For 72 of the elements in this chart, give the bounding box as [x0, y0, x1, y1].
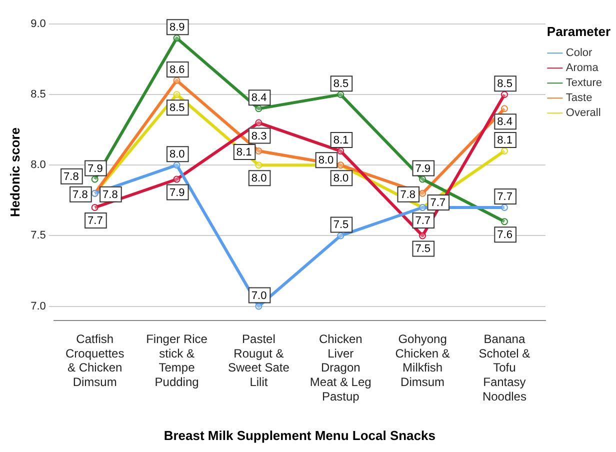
legend-label: Texture: [566, 77, 602, 90]
point: [500, 148, 508, 155]
data-label: 8.5: [169, 102, 185, 114]
point: [337, 91, 344, 98]
x-tick-label: Chicken Liver Dragon Meat & Leg Pastup: [310, 332, 372, 404]
data-label: 8.0: [169, 148, 185, 161]
x-tick-label: Catfish Croquettes & Chicken Dimsum: [66, 332, 124, 390]
legend-label: Color: [566, 47, 593, 60]
point: [173, 176, 180, 183]
point: [91, 176, 98, 183]
data-label: 8.4: [251, 92, 267, 104]
data-label: 8.6: [169, 64, 185, 76]
x-axis-title: Breast Milk Supplement Menu Local Snacks: [164, 428, 436, 443]
data-label: 7.8: [64, 170, 79, 183]
data-label: 7.5: [333, 219, 349, 232]
data-label: 7.9: [169, 186, 185, 199]
data-label: 7.0: [251, 290, 267, 302]
point: [500, 204, 508, 211]
legend-label: Aroma: [566, 62, 600, 74]
data-label: 7.7: [415, 215, 431, 228]
data-label: 8.4: [497, 116, 512, 128]
data-label: 7.7: [430, 197, 446, 210]
legend-label: Taste: [566, 92, 592, 104]
data-label: 7.8: [400, 188, 416, 201]
y-tick-label: 8.5: [30, 88, 46, 101]
x-tick-label: Pastel Rougut & Sweet Sate Lilit: [228, 332, 290, 390]
data-label: 8.1: [236, 146, 252, 159]
point: [255, 162, 262, 169]
x-tick-label: Gohyong Chicken & Milkfish Dimsum: [395, 332, 450, 390]
point: [255, 148, 262, 155]
data-label: 7.6: [497, 229, 512, 242]
legend-title: Parameter: [546, 24, 611, 40]
legend-label: Overall: [566, 107, 601, 120]
data-label: 8.0: [333, 172, 349, 185]
point: [419, 232, 426, 240]
point: [419, 190, 426, 197]
point: [173, 91, 180, 98]
point: [337, 148, 344, 155]
data-label: 8.9: [169, 22, 185, 34]
data-label: 8.3: [251, 130, 267, 142]
data-label: 8.5: [333, 78, 349, 90]
x-tick-label: Banana Schotel & Tofu Fantasy Noodles: [478, 332, 530, 404]
data-label: 8.0: [251, 172, 267, 185]
data-label: 7.8: [102, 188, 118, 201]
point: [173, 76, 180, 84]
point: [500, 105, 508, 112]
point: [255, 105, 262, 112]
y-axis-title: Hedonic score: [7, 127, 22, 217]
data-label: 7.5: [415, 243, 431, 256]
point: [173, 34, 180, 42]
point: [255, 119, 262, 126]
y-tick-label: 7.0: [30, 300, 46, 312]
point: [500, 218, 508, 226]
y-tick-label: 7.5: [30, 230, 46, 242]
point: [91, 204, 98, 211]
data-label: 8.1: [497, 134, 512, 147]
data-label: 7.9: [415, 162, 431, 175]
data-label: 8.0: [318, 154, 334, 167]
point: [255, 302, 262, 310]
data-label: 7.7: [88, 215, 103, 228]
data-label: 8.1: [333, 134, 349, 147]
y-tick-label: 9.0: [30, 18, 46, 30]
point: [173, 162, 180, 169]
point: [500, 91, 508, 98]
point: [337, 232, 344, 240]
data-label: 7.7: [497, 191, 512, 204]
data-label: 7.8: [72, 188, 88, 201]
x-tick-label: Finger Rice stick & Tempe Pudding: [146, 332, 208, 390]
point: [419, 176, 426, 183]
data-label: 8.5: [497, 78, 512, 90]
data-label: 7.9: [88, 162, 103, 175]
y-tick-label: 8.0: [30, 159, 46, 172]
